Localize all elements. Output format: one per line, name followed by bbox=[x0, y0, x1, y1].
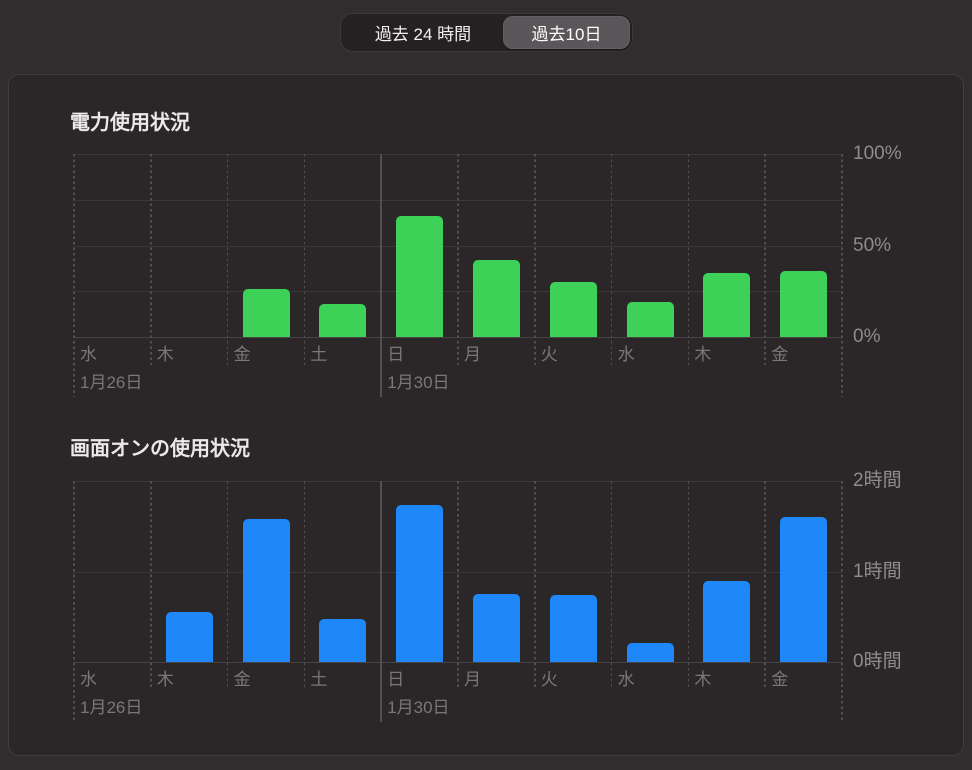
gridline-vertical bbox=[764, 154, 766, 365]
y-axis-label: 100% bbox=[853, 143, 902, 164]
x-axis-day-label: 金 bbox=[233, 345, 251, 364]
gridline-vertical bbox=[457, 481, 459, 690]
gridline-vertical bbox=[150, 481, 152, 690]
x-axis-day-label: 木 bbox=[694, 670, 712, 689]
gridline-vertical bbox=[226, 154, 229, 365]
x-axis-day-label: 金 bbox=[771, 670, 789, 689]
y-axis-label: 50% bbox=[853, 234, 892, 256]
x-axis-day-label: 火 bbox=[540, 670, 558, 689]
gridline-vertical bbox=[610, 481, 613, 690]
time-range-segmented-control: 過去 24 時間 過去10日 bbox=[340, 13, 633, 52]
x-axis-day-label: 月 bbox=[464, 345, 481, 364]
gridline-vertical bbox=[303, 481, 306, 690]
bar-木 bbox=[165, 612, 213, 662]
bar-日 bbox=[396, 505, 444, 662]
gridline-vertical bbox=[687, 481, 690, 690]
bar-金 bbox=[780, 517, 828, 662]
gridline-vertical bbox=[534, 481, 536, 690]
gridline-vertical bbox=[73, 154, 75, 397]
bar-月 bbox=[472, 260, 520, 337]
x-axis-day-label: 水 bbox=[80, 345, 97, 364]
bar-水 bbox=[626, 302, 674, 337]
x-axis-day-label: 土 bbox=[310, 345, 328, 364]
bar-金 bbox=[242, 289, 290, 337]
gridline-vertical bbox=[841, 481, 843, 722]
screen-on-usage-chart-title: 画面オンの使用状況 bbox=[70, 438, 250, 460]
x-axis-day-label: 水 bbox=[80, 670, 97, 689]
segment-past-24-hours[interactable]: 過去 24 時間 bbox=[343, 16, 503, 49]
y-axis-label: 1時間 bbox=[853, 560, 902, 582]
x-axis-date-label: 1月26日 bbox=[80, 373, 143, 392]
x-axis-date-label: 1月30日 bbox=[387, 698, 450, 717]
power-usage-chart-title: 電力使用状況 bbox=[70, 112, 190, 134]
x-axis-day-label: 日 bbox=[387, 345, 405, 364]
gridline-vertical bbox=[764, 481, 766, 690]
y-axis-label: 2時間 bbox=[853, 470, 902, 491]
bar-金 bbox=[242, 519, 290, 662]
gridline-vertical-major bbox=[380, 481, 382, 722]
bar-土 bbox=[319, 304, 367, 337]
y-axis-label: 0時間 bbox=[853, 651, 902, 672]
bar-木 bbox=[703, 272, 751, 337]
gridline-vertical-major bbox=[380, 154, 382, 397]
gridline-vertical bbox=[610, 154, 613, 365]
bar-水 bbox=[626, 643, 674, 662]
x-axis-day-label: 火 bbox=[540, 345, 558, 364]
x-axis-day-label: 金 bbox=[233, 670, 251, 689]
x-axis-day-label: 金 bbox=[771, 345, 789, 364]
gridline-vertical bbox=[534, 154, 536, 365]
bar-土 bbox=[319, 619, 367, 662]
x-axis-day-label: 土 bbox=[310, 670, 328, 689]
x-axis-day-label: 木 bbox=[156, 345, 174, 364]
x-axis-day-label: 水 bbox=[617, 670, 635, 689]
gridline-vertical bbox=[687, 154, 690, 365]
x-axis-date-label: 1月30日 bbox=[387, 373, 450, 392]
x-axis-day-label: 日 bbox=[387, 670, 405, 689]
x-axis-date-label: 1月26日 bbox=[80, 698, 143, 717]
power-usage-chart: 水 木 金 土 日 月 火 水 木 金 1月26日 1月30日 100% 50% 0% bbox=[73, 143, 902, 397]
gridline-vertical bbox=[73, 481, 75, 722]
y-axis-label: 0% bbox=[853, 326, 881, 347]
bar-木 bbox=[703, 580, 751, 662]
gridline-vertical bbox=[226, 481, 229, 690]
x-axis-day-label: 月 bbox=[464, 670, 481, 689]
bar-日 bbox=[396, 216, 444, 337]
bar-月 bbox=[472, 594, 520, 662]
x-axis-day-label: 水 bbox=[617, 345, 635, 364]
gridline-vertical bbox=[457, 154, 459, 365]
bar-火 bbox=[549, 595, 597, 662]
bar-火 bbox=[549, 282, 597, 337]
bar-金 bbox=[780, 271, 828, 337]
gridline-vertical bbox=[150, 154, 152, 365]
segment-past-10-days[interactable]: 過去10日 bbox=[503, 16, 630, 49]
x-axis-day-label: 木 bbox=[694, 345, 712, 364]
screen-on-usage-chart: 水 木 金 土 日 月 火 水 木 金 1月26日 1月30日 2時間 1時間 0時間 bbox=[73, 470, 902, 722]
x-axis-day-label: 木 bbox=[156, 670, 174, 689]
gridline-vertical bbox=[303, 154, 306, 365]
gridline-vertical bbox=[841, 154, 843, 397]
